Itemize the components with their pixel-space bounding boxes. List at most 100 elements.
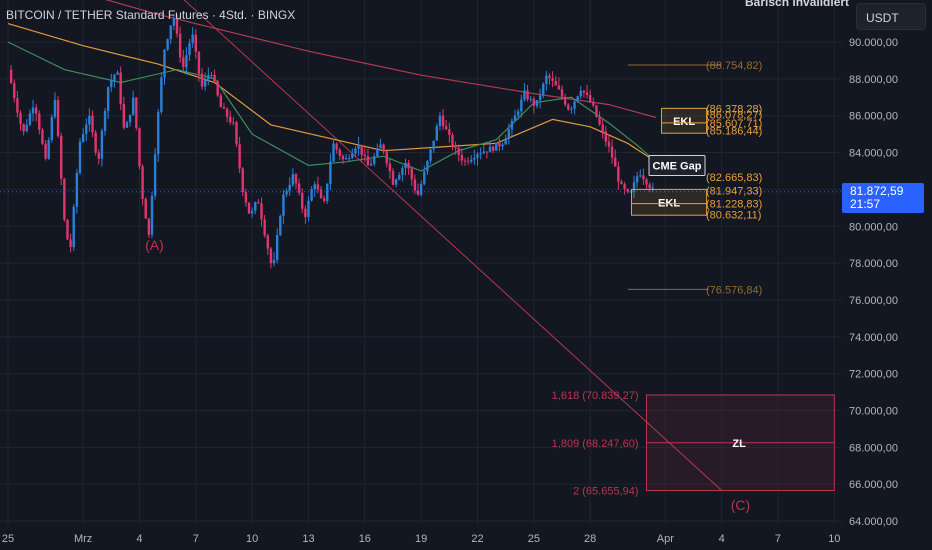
candle-down bbox=[457, 147, 460, 155]
candle-down bbox=[232, 122, 235, 124]
candle-down bbox=[416, 190, 420, 195]
candle-up bbox=[85, 124, 88, 134]
candle-down bbox=[182, 57, 185, 68]
candle-up bbox=[523, 90, 526, 100]
candle-down bbox=[388, 163, 392, 172]
candle-up bbox=[272, 259, 276, 264]
candle-down bbox=[41, 129, 44, 144]
candle-down bbox=[551, 78, 554, 81]
candle-down bbox=[445, 126, 448, 130]
candle-down bbox=[617, 166, 620, 182]
candle-up bbox=[516, 111, 520, 116]
candle-up bbox=[53, 99, 57, 118]
candle-down bbox=[610, 146, 614, 158]
candle-up bbox=[438, 115, 442, 127]
price-level-label: (81.228,83) bbox=[706, 199, 762, 211]
currency-button[interactable]: USDT bbox=[856, 3, 926, 30]
candle-down bbox=[301, 192, 304, 209]
candle-down bbox=[66, 219, 69, 240]
candle-up bbox=[635, 176, 639, 183]
wave-label: (A) bbox=[145, 237, 164, 253]
candle-up bbox=[250, 210, 254, 214]
candle-up bbox=[285, 190, 288, 195]
candle-down bbox=[175, 18, 179, 34]
candle-up bbox=[394, 179, 398, 185]
candle-up bbox=[354, 148, 357, 154]
candle-down bbox=[297, 183, 301, 193]
candle-down bbox=[335, 143, 338, 150]
wave-label: (C) bbox=[731, 497, 750, 513]
candle-up bbox=[307, 200, 310, 218]
candle-down bbox=[385, 151, 388, 164]
candle-down bbox=[604, 131, 608, 142]
candle-up bbox=[113, 74, 116, 81]
annotations: 1,618 (70.839,27) 1,809 (68.247,60) 2 (65.… bbox=[0, 60, 842, 513]
chart-title: BITCOIN / TETHER Standard Futures · 4Std… bbox=[6, 8, 296, 22]
candle-down bbox=[60, 135, 63, 179]
candle-down bbox=[614, 157, 617, 167]
date-tick-label: 10 bbox=[246, 533, 258, 545]
candle-down bbox=[567, 104, 570, 110]
candle-up bbox=[163, 49, 166, 78]
candle-down bbox=[219, 95, 223, 108]
candle-up bbox=[510, 120, 514, 130]
trend-line bbox=[183, 0, 722, 491]
date-tick-label: 25 bbox=[528, 533, 540, 545]
candle-down bbox=[13, 83, 16, 99]
candle-up bbox=[357, 144, 360, 149]
candle-up bbox=[344, 158, 348, 160]
candle-up bbox=[110, 80, 113, 88]
candle-down bbox=[9, 69, 13, 84]
candle-up bbox=[157, 111, 160, 155]
candle-down bbox=[645, 179, 648, 185]
candle-up bbox=[576, 96, 579, 102]
date-tick-label: 25 bbox=[2, 533, 14, 545]
candle-up bbox=[482, 151, 485, 154]
ekl-upper-label: EKL bbox=[673, 116, 695, 128]
candle-up bbox=[50, 117, 54, 140]
candle-down bbox=[391, 171, 395, 185]
candle-up bbox=[160, 77, 163, 112]
candle-down bbox=[213, 74, 216, 82]
candle-up bbox=[332, 143, 335, 162]
candle-down bbox=[263, 219, 266, 236]
candle-up bbox=[203, 79, 207, 87]
candle-up bbox=[31, 107, 35, 114]
date-tick-label: Mrz bbox=[74, 533, 92, 545]
candle-down bbox=[360, 144, 363, 155]
candle-down bbox=[222, 107, 226, 109]
candle-up bbox=[116, 72, 119, 75]
candle-up bbox=[529, 98, 532, 100]
candle-up bbox=[507, 129, 510, 139]
candle-up bbox=[479, 153, 482, 155]
candle-countdown: 21:57 bbox=[850, 197, 881, 211]
date-tick-label: Apr bbox=[657, 533, 674, 545]
candle-up bbox=[150, 195, 154, 235]
candle-down bbox=[19, 112, 22, 124]
candle-down bbox=[322, 198, 326, 202]
candle-up bbox=[488, 146, 492, 153]
price-tick-label: 76.000,00 bbox=[849, 295, 898, 307]
candle-up bbox=[520, 99, 523, 112]
candle-down bbox=[97, 152, 100, 159]
candle-up bbox=[169, 25, 172, 40]
candle-up bbox=[288, 184, 291, 191]
candle-down bbox=[491, 146, 495, 151]
price-tick-label: 64.000,00 bbox=[849, 516, 898, 528]
candle-up bbox=[347, 157, 351, 159]
candle-down bbox=[194, 34, 197, 52]
price-tick-label: 88.000,00 bbox=[849, 74, 898, 86]
candle-down bbox=[441, 115, 445, 127]
date-tick-label: 4 bbox=[719, 533, 725, 545]
time-axis[interactable]: 25 Mrz 4 7 10 13 16 19 22 25 28 Apr 4 7 10 bbox=[2, 533, 841, 545]
price-axis[interactable]: 64.000,00 66.000,00 68.000,00 70.000,00 72.0… bbox=[849, 37, 898, 528]
date-tick-label: 13 bbox=[302, 533, 314, 545]
candle-down bbox=[241, 168, 244, 193]
candle-up bbox=[310, 189, 313, 201]
price-tick-label: 68.000,00 bbox=[849, 442, 898, 454]
candle-down bbox=[410, 168, 413, 180]
candle-down bbox=[138, 128, 141, 167]
candle-down bbox=[294, 174, 298, 184]
candle-down bbox=[38, 113, 41, 130]
